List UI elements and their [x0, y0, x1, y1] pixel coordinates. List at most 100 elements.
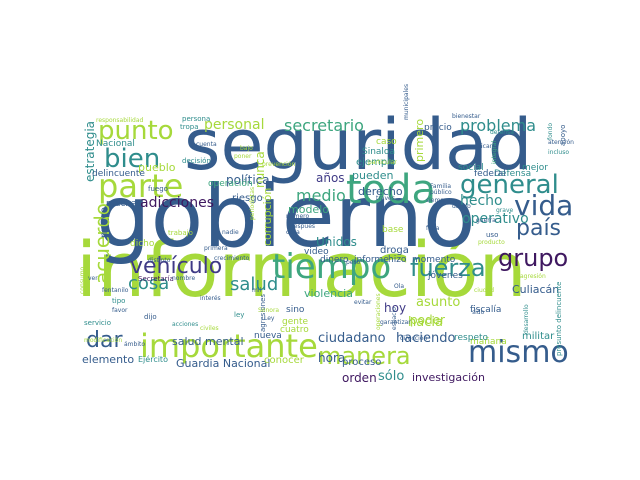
word: mañana	[470, 337, 507, 347]
word: Sonora	[258, 307, 280, 314]
word: municipales	[403, 83, 410, 120]
word: proceso	[342, 357, 382, 368]
word: vida	[514, 189, 574, 222]
word: gobierno	[96, 167, 476, 267]
word: bajo	[240, 145, 253, 152]
word: ir	[428, 225, 433, 232]
word: orden	[342, 371, 377, 385]
word: servicio	[84, 319, 111, 327]
word: responsabilidad	[96, 117, 144, 124]
word: seguridad	[184, 104, 533, 186]
word: Unidos	[316, 235, 357, 249]
word: Sinaloa	[362, 147, 395, 157]
word: ley	[234, 311, 245, 319]
word: asunto	[416, 295, 461, 310]
word: nombre	[172, 275, 196, 282]
word: adicciones	[140, 195, 214, 211]
word: muchas	[106, 199, 142, 209]
word: ciudadano	[318, 331, 386, 346]
word: tiempo	[272, 247, 392, 287]
word: respeto	[454, 333, 489, 343]
word: importante	[140, 327, 318, 365]
word: poder	[410, 313, 445, 327]
word: precio	[424, 123, 452, 133]
word: dirección	[400, 335, 428, 342]
word: país	[516, 216, 562, 241]
word: nuevo	[99, 207, 110, 238]
word: militar	[522, 331, 555, 342]
word: derecho	[358, 185, 403, 198]
word: operación	[208, 179, 253, 189]
word: problema	[460, 116, 537, 135]
word: periodistas	[249, 186, 256, 220]
word: defensa	[490, 129, 514, 136]
word: consumo	[79, 266, 86, 294]
word: bien	[104, 144, 161, 174]
word: hecho	[460, 193, 503, 209]
word: informe	[354, 255, 389, 265]
word: cosa	[128, 273, 170, 294]
word: ámbito	[124, 341, 146, 348]
word: civiles	[200, 325, 219, 332]
word: dando	[452, 203, 471, 210]
word: gente	[282, 317, 309, 327]
word: momento	[412, 255, 456, 265]
word: delincuente	[92, 169, 145, 179]
word: video	[304, 247, 329, 257]
word: prevención	[262, 161, 296, 168]
word: público	[430, 189, 452, 196]
word: peso	[346, 259, 361, 266]
word: personal	[204, 117, 265, 133]
word: salud mental	[172, 335, 244, 348]
word: federal	[474, 169, 506, 179]
word: toda	[346, 167, 437, 213]
word: atención	[548, 139, 574, 146]
word: garantizar	[380, 319, 411, 326]
word: mejor	[522, 163, 549, 173]
word: particular	[368, 159, 397, 166]
word: modelo	[288, 203, 329, 216]
word: cuenta	[196, 141, 217, 148]
word: persona	[182, 115, 211, 123]
word: parte	[98, 167, 184, 205]
word: grupo	[498, 244, 569, 272]
word: tipo	[112, 297, 126, 305]
word: Secretaría	[138, 275, 174, 283]
word: Defensa	[494, 169, 532, 179]
word: tropa	[180, 123, 199, 131]
word: droga	[380, 245, 409, 256]
word: medio	[296, 186, 346, 205]
word: dinero	[320, 255, 349, 265]
word: favor	[112, 307, 128, 314]
word: fondo	[547, 122, 554, 140]
word: ver	[88, 275, 98, 282]
word: haciendo	[396, 331, 456, 346]
word: política	[226, 173, 270, 187]
word: agresión	[520, 273, 546, 280]
word: Ola	[394, 283, 405, 290]
word: sido	[472, 309, 485, 316]
word: fiscalía	[470, 305, 502, 315]
word: modificación	[84, 337, 123, 344]
word: manera	[318, 342, 411, 370]
word: distinto	[148, 257, 171, 264]
word: mexicano	[468, 143, 498, 150]
word: investigación	[412, 371, 485, 384]
word: interés	[200, 295, 221, 302]
word: general	[460, 170, 559, 200]
word: sólo	[378, 369, 405, 384]
word: acciones	[172, 321, 199, 328]
word: Familia	[430, 183, 452, 190]
word: base	[382, 225, 404, 235]
word: decisión	[182, 157, 211, 165]
word: integral	[491, 140, 498, 164]
word: producto	[478, 239, 505, 246]
word: grave	[496, 207, 514, 214]
word: dijo	[144, 313, 157, 321]
word: presunto delincuente	[555, 281, 563, 356]
word: bienestar	[452, 113, 481, 120]
word: primera	[204, 245, 228, 252]
word: hora	[318, 351, 346, 365]
word: sino	[286, 305, 305, 315]
word: poner	[234, 153, 252, 160]
